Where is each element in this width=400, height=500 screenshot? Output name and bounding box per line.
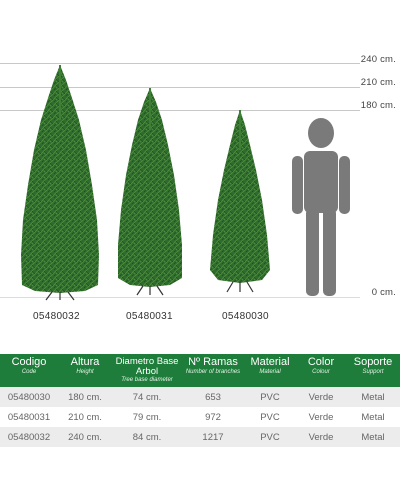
- cell-material: PVC: [260, 411, 280, 423]
- column-header-branches: Nº Ramas Number of branches: [185, 356, 241, 376]
- tree-code-label: 05480031: [126, 311, 173, 322]
- height-line-240: [0, 63, 360, 64]
- cell-code: 05480030: [7, 391, 51, 403]
- cell-height: 180 cm.: [68, 391, 102, 403]
- height-line-0: [0, 297, 360, 298]
- cell-height: 210 cm.: [68, 411, 102, 423]
- person-silhouette-icon: [292, 118, 350, 296]
- height-line-210: [0, 87, 360, 88]
- cell-support: Metal: [361, 411, 385, 423]
- column-header-code: Codigo Code: [11, 356, 47, 376]
- cell-code: 05480032: [7, 431, 51, 443]
- column-header-base-diameter: Diametro Base Arbol Tree base diameter: [115, 356, 179, 383]
- cell-base-diameter: 74 cm.: [132, 391, 162, 403]
- table-row: 05480032 240 cm. 84 cm. 1217 PVC Verde M…: [0, 427, 400, 447]
- specs-table: Codigo Code Altura Height Diametro Base Ar…: [0, 354, 400, 447]
- size-comparison-illustration: 240 cm. 210 cm. 180 cm. 0 cm.: [0, 54, 396, 322]
- column-header-color: Color Colour: [307, 356, 335, 376]
- cell-color: Verde: [308, 391, 334, 403]
- tree-180-illustration: [210, 110, 270, 293]
- tree-code-label: 05480032: [33, 311, 80, 322]
- trees-and-figure-svg: [21, 65, 350, 301]
- cell-height: 240 cm.: [68, 431, 102, 443]
- height-label-240: 240 cm.: [360, 54, 396, 65]
- table-header-row: Codigo Code Altura Height Diametro Base Ar…: [0, 354, 400, 387]
- column-header-support: Soporte Support: [353, 356, 393, 376]
- cell-support: Metal: [361, 431, 385, 443]
- cell-branches: 1217: [202, 431, 224, 443]
- tree-240-illustration: [21, 65, 99, 301]
- cell-color: Verde: [308, 431, 334, 443]
- cell-branches: 653: [205, 391, 221, 403]
- tree-210-illustration: [118, 88, 182, 296]
- cell-material: PVC: [260, 391, 280, 403]
- height-label-210: 210 cm.: [360, 77, 396, 88]
- cell-base-diameter: 84 cm.: [132, 431, 162, 443]
- table-row: 05480030 180 cm. 74 cm. 653 PVC Verde Me…: [0, 387, 400, 407]
- cell-support: Metal: [361, 391, 385, 403]
- cell-branches: 972: [205, 411, 221, 423]
- table-row: 05480031 210 cm. 79 cm. 972 PVC Verde Me…: [0, 407, 400, 427]
- column-header-height: Altura Height: [70, 356, 100, 376]
- tree-code-label: 05480030: [222, 311, 269, 322]
- cell-base-diameter: 79 cm.: [132, 411, 162, 423]
- height-label-0: 0 cm.: [371, 287, 396, 298]
- cell-material: PVC: [260, 431, 280, 443]
- cell-code: 05480031: [7, 411, 51, 423]
- column-header-material: Material Material: [250, 356, 290, 376]
- cell-color: Verde: [308, 411, 334, 423]
- height-line-180: [0, 110, 360, 111]
- height-label-180: 180 cm.: [360, 100, 396, 111]
